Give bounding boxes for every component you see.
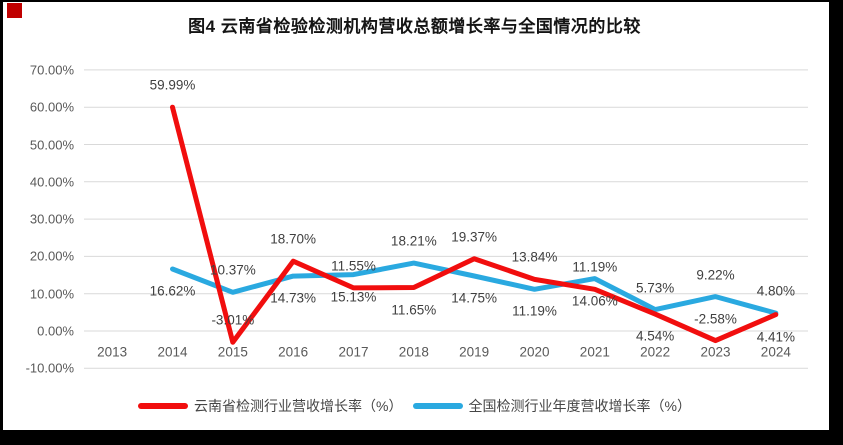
y-tick-label: 70.00% [29, 62, 74, 78]
data-label-yunnan-2022: 4.54% [636, 328, 675, 344]
window-bottom-bar [0, 430, 843, 445]
x-tick-label: 2018 [398, 344, 429, 360]
data-label-national-2021: 14.06% [571, 292, 618, 308]
x-tick-label: 2023 [700, 344, 731, 360]
series-line-national [170, 260, 779, 316]
data-label-national-2014: 16.62% [149, 283, 196, 299]
y-tick-label: 10.00% [29, 286, 74, 302]
legend-item-national: 全国检测行业年度营收增长率（%） [412, 396, 691, 416]
legend-label-yunnan: 云南省检测行业营收增长率（%） [194, 398, 403, 414]
y-tick-label: 50.00% [29, 137, 74, 152]
window-border-left [0, 0, 3, 431]
data-label-national-2017: 15.13% [330, 288, 377, 304]
data-label-yunnan-2014: 59.99% [149, 77, 196, 93]
x-tick-label: 2017 [338, 344, 369, 360]
y-tick-label: 40.00% [29, 174, 74, 190]
data-label-yunnan-2023: -2.58% [694, 310, 737, 326]
data-label-yunnan-2024: 4.41% [756, 328, 795, 344]
series-line-yunnan [170, 104, 779, 345]
x-tick-label: 2013 [97, 344, 128, 360]
y-tick-label: 0.00% [37, 323, 74, 339]
data-label-national-2022: 5.73% [636, 279, 675, 295]
data-label-yunnan-2020: 13.84% [511, 249, 558, 265]
y-tick-label: 20.00% [29, 248, 74, 264]
red-corner-mark-icon [7, 3, 22, 18]
y-tick-label: -10.00% [25, 360, 74, 376]
y-tick-label: 60.00% [29, 99, 74, 115]
x-tick-label: 2020 [519, 344, 550, 360]
x-tick-label: 2022 [640, 344, 671, 360]
chart-title: 图4 云南省检验检测机构营收总额增长率与全国情况的比较 [188, 17, 641, 36]
window-border-top [0, 0, 843, 2]
data-label-national-2020: 11.19% [512, 303, 557, 319]
data-label-national-2016: 14.73% [270, 290, 317, 306]
data-label-yunnan-2016: 18.70% [270, 231, 317, 247]
data-label-national-2024: 4.80% [756, 283, 795, 299]
data-label-yunnan-2019: 19.37% [451, 228, 498, 244]
line-chart-plot [84, 69, 808, 369]
legend-item-yunnan: 云南省检测行业营收增长率（%） [138, 396, 403, 416]
x-tick-label: 2019 [459, 344, 490, 360]
x-tick-label: 2021 [579, 344, 610, 360]
data-label-national-2018: 18.21% [390, 233, 437, 249]
legend-line-swatch-blue [412, 403, 463, 409]
legend-label-national: 全国检测行业年度营收增长率（%） [468, 398, 691, 414]
data-label-yunnan-2018: 11.65% [391, 301, 437, 317]
x-tick-label: 2015 [217, 344, 248, 360]
y-tick-label: 30.00% [29, 211, 74, 227]
legend-line-swatch-red [138, 403, 189, 409]
x-tick-label: 2016 [278, 344, 309, 360]
window-border-right [829, 0, 843, 431]
data-label-yunnan-2021: 11.19% [572, 259, 618, 275]
data-label-yunnan-2017: 11.55% [331, 258, 376, 274]
x-tick-label: 2014 [157, 344, 188, 360]
data-label-national-2023: 9.22% [696, 266, 735, 282]
chart-legend: 云南省检测行业营收增长率（%） 全国检测行业年度营收增长率（%） [0, 397, 829, 415]
data-label-national-2019: 14.75% [451, 290, 498, 306]
x-tick-label: 2024 [760, 344, 791, 360]
data-label-national-2015: 10.37% [209, 262, 256, 278]
data-label-yunnan-2015: -3.01% [211, 312, 255, 328]
